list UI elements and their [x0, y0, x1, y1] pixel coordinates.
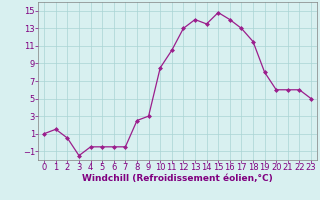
X-axis label: Windchill (Refroidissement éolien,°C): Windchill (Refroidissement éolien,°C): [82, 174, 273, 183]
